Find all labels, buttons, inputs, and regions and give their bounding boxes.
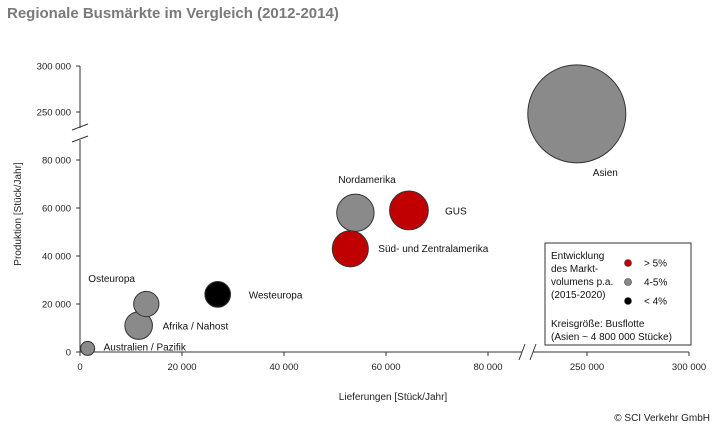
legend-box <box>544 242 692 346</box>
x-axis-break-mark <box>529 343 537 361</box>
legend-heading-line: des Markt- <box>551 264 598 275</box>
y-tick-label: 60 000 <box>42 204 71 215</box>
x-axis-break-mark <box>518 343 526 361</box>
chart-title: Regionale Busmärkte im Vergleich (2012-2… <box>7 5 339 22</box>
x-tick-label: 250 000 <box>570 362 604 373</box>
bubbles <box>80 64 627 356</box>
legend-swatch-mid <box>624 278 632 286</box>
legend-label-low: < 4% <box>644 297 667 308</box>
legend-heading-line: Entwicklung <box>551 251 604 262</box>
bubble-label-australien-pazifik: Australien / Pazifik <box>104 342 187 353</box>
legend-size-note: (Asien ~ 4 800 000 Stücke) <box>551 332 672 343</box>
x-tick-label: 0 <box>77 362 82 373</box>
x-axis-title: Lieferungen [Stück/Jahr] <box>339 392 448 403</box>
legend-heading-line: volumens p.a. <box>551 277 613 288</box>
legend-label-mid: 4-5% <box>644 278 667 289</box>
y-axis-title: Produktion [Stück/Jahr] <box>13 162 24 266</box>
legend[interactable]: Entwicklung des Markt-volumens p.a. (2015-… <box>544 242 692 346</box>
bubble-label-nordamerika: Nordamerika <box>338 175 396 186</box>
x-tick-label: 60 000 <box>371 362 400 373</box>
y-axis-break-mark <box>71 123 89 131</box>
bubble-westeuropa <box>204 281 232 308</box>
legend-size-note: Kreisgröße: Busflotte <box>551 319 645 330</box>
y-tick-label: 40 000 <box>42 252 71 263</box>
bubble-osteuropa <box>133 290 160 318</box>
x-tick-label: 80 000 <box>473 362 502 373</box>
legend-heading-line: (2015-2020) <box>551 290 605 301</box>
bubble-süd-und-zentralamerika <box>331 230 369 268</box>
legend-swatch-low <box>624 297 632 305</box>
bubble-label-gus: GUS <box>445 206 467 217</box>
x-tick-label: 20 000 <box>167 362 196 373</box>
y-tick-label: 80 000 <box>42 156 71 167</box>
x-tick-label: 300 000 <box>672 362 706 373</box>
bubble-asien <box>527 64 627 164</box>
y-tick-label: 300 000 <box>37 62 71 73</box>
axes <box>71 66 689 361</box>
bubble-label-westeuropa: Westeuropa <box>249 290 303 301</box>
x-tick-label: 40 000 <box>269 362 298 373</box>
bubble-label-osteuropa: Osteuropa <box>88 274 135 285</box>
bubble-label-afrika-nahost: Afrika / Nahost <box>163 322 229 333</box>
bubble-label-asien: Asien <box>593 168 618 179</box>
legend-swatch-high <box>624 259 632 267</box>
tick-labels: 0 20 000 40 000 60 000 80 000 250 000 300 000 0… <box>37 62 707 374</box>
y-tick-label: 20 000 <box>42 300 71 311</box>
y-tick-label: 250 000 <box>37 108 71 119</box>
bubble-label-süd-und-zentralamerika: Süd- und Zentralamerika <box>378 244 488 255</box>
bubble-australien-pazifik <box>80 340 96 356</box>
legend-label-high: > 5% <box>644 259 667 270</box>
y-axis-break-mark <box>71 135 89 143</box>
copyright-note: © SCI Verkehr GmbH <box>614 413 710 424</box>
bubble-gus <box>389 190 429 231</box>
y-tick-label: 0 <box>66 348 71 359</box>
bubble-labels: Asien Nordamerika GUS Süd- und Zentralameri… <box>88 168 618 354</box>
bubble-nordamerika <box>336 193 375 233</box>
